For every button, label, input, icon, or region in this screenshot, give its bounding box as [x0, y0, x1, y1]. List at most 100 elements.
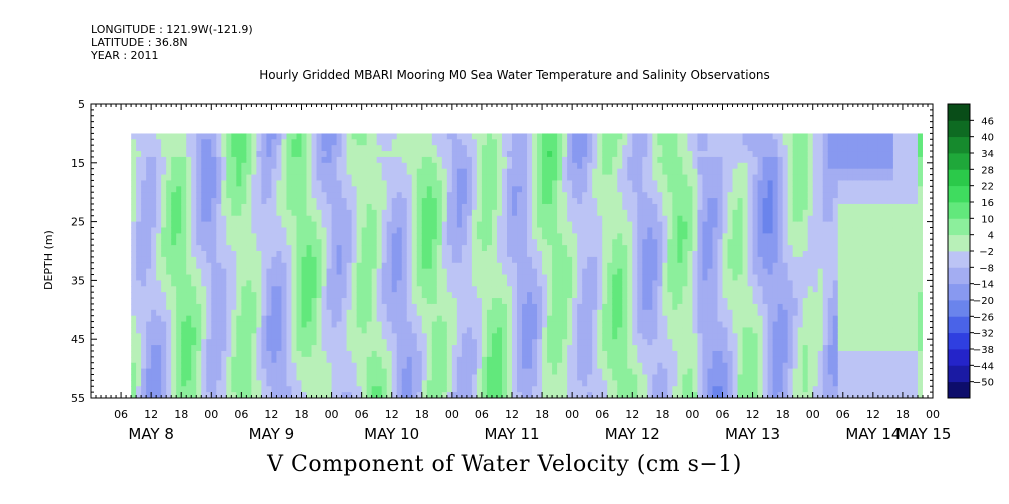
heatmap-cell: [321, 380, 328, 387]
heatmap-cell: [196, 198, 202, 205]
heatmap-cell: [291, 180, 298, 187]
heatmap-cell: [517, 356, 523, 364]
heatmap-cell: [421, 356, 428, 364]
heatmap-cell: [597, 239, 603, 246]
heatmap-cell: [386, 362, 393, 370]
heatmap-cell: [346, 251, 353, 258]
heatmap-cell: [206, 174, 212, 182]
heatmap-cell: [622, 221, 628, 229]
heatmap-cell: [597, 209, 603, 217]
heatmap-cell: [672, 209, 678, 217]
heatmap-cell: [446, 215, 453, 223]
heatmap-cell: [602, 221, 608, 229]
heatmap-cell: [642, 174, 648, 182]
heatmap-cell: [431, 227, 438, 234]
heatmap-cell: [131, 262, 137, 270]
heatmap-cell: [271, 268, 278, 276]
heatmap-cell: [486, 245, 493, 252]
heatmap-cell: [562, 339, 568, 346]
heatmap-cell: [587, 380, 593, 387]
heatmap-cell: [381, 356, 388, 364]
heatmap-cell: [301, 321, 308, 329]
heatmap-cell: [527, 274, 533, 281]
heatmap-cell: [637, 274, 643, 281]
heatmap-cell: [491, 174, 498, 182]
heatmap-cell: [522, 298, 528, 305]
heatmap-cell: [592, 209, 598, 217]
heatmap-cell: [396, 139, 403, 146]
heatmap-cell: [416, 186, 423, 193]
heatmap-cell: [421, 180, 428, 187]
heatmap-cell: [381, 239, 388, 246]
heatmap-cell: [311, 145, 318, 152]
heatmap-cell: [186, 227, 192, 234]
heatmap-cell: [552, 186, 558, 193]
heatmap-cell: [306, 245, 313, 252]
heatmap-cell: [617, 203, 623, 211]
heatmap-cell: [161, 286, 167, 293]
heatmap-cell: [682, 139, 689, 146]
heatmap-cell: [346, 356, 353, 364]
heatmap-cell: [306, 151, 313, 158]
heatmap-cell: [652, 133, 658, 140]
heatmap-cell: [156, 221, 162, 229]
heatmap-cell: [346, 256, 353, 264]
heatmap-cell: [426, 156, 433, 164]
heatmap-cell: [577, 345, 583, 352]
heatmap-cell: [286, 280, 293, 287]
heatmap-cell: [622, 321, 628, 329]
heatmap-cell: [186, 262, 192, 270]
heatmap-cell: [557, 221, 563, 229]
heatmap-cell: [216, 303, 222, 311]
heatmap-cell: [562, 245, 568, 252]
heatmap-cell: [451, 386, 458, 393]
heatmap-cell: [446, 309, 453, 317]
heatmap-cell: [241, 292, 247, 299]
heatmap-cell: [512, 221, 518, 229]
heatmap-cell: [506, 192, 513, 199]
heatmap-cell: [567, 192, 573, 199]
heatmap-cell: [131, 151, 137, 158]
heatmap-cell: [306, 139, 313, 146]
heatmap-cell: [567, 333, 573, 340]
heatmap-cell: [181, 151, 187, 158]
heatmap-cell: [151, 303, 157, 311]
heatmap-cell: [301, 162, 308, 170]
heatmap-cell: [181, 221, 187, 229]
heatmap-cell: [672, 315, 678, 323]
heatmap-cell: [421, 292, 428, 299]
heatmap-cell: [471, 392, 478, 398]
heatmap-cell: [662, 133, 668, 140]
heatmap-cell: [506, 345, 513, 352]
heatmap-cell: [286, 215, 293, 223]
heatmap-cell: [602, 327, 608, 334]
heatmap-cell: [341, 156, 348, 164]
heatmap-cell: [652, 333, 658, 340]
heatmap-cell: [406, 350, 413, 358]
heatmap-cell: [396, 268, 403, 276]
heatmap-cell: [336, 251, 343, 258]
heatmap-cell: [642, 215, 648, 223]
heatmap-cell: [296, 209, 303, 217]
heatmap-cell: [496, 356, 503, 364]
heatmap-cell: [406, 239, 413, 246]
heatmap-cell: [176, 303, 182, 311]
heatmap-cell: [647, 345, 653, 352]
heatmap-cell: [271, 368, 278, 376]
heatmap-cell: [532, 192, 538, 199]
heatmap-cell: [602, 156, 608, 164]
heatmap-cell: [241, 156, 247, 164]
heatmap-cell: [557, 168, 563, 176]
heatmap-cell: [401, 327, 408, 334]
heatmap-cell: [326, 339, 333, 346]
heatmap-cell: [211, 239, 217, 246]
heatmap-cell: [416, 162, 423, 170]
heatmap-cell: [276, 309, 283, 317]
heatmap-cell: [286, 333, 293, 340]
heatmap-cell: [672, 145, 678, 152]
heatmap-cell: [341, 162, 348, 170]
heatmap-cell: [321, 386, 328, 393]
heatmap-cell: [562, 327, 568, 334]
heatmap-cell: [647, 274, 653, 281]
heatmap-cell: [421, 215, 428, 223]
